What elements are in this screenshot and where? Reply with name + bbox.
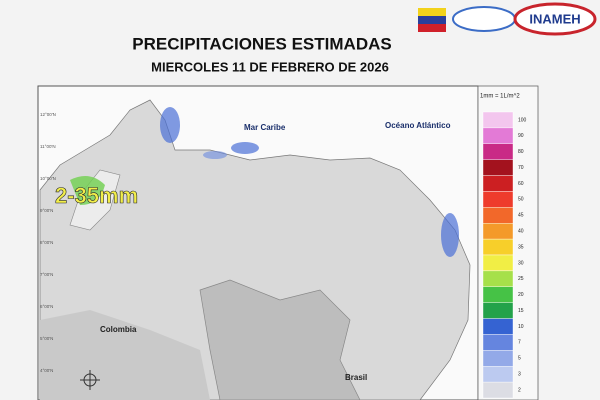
legend-swatch <box>482 175 514 192</box>
legend-label: 2 <box>518 387 521 393</box>
legend-swatch <box>482 286 514 303</box>
legend-swatch <box>482 302 514 319</box>
legend-label: 50 <box>518 197 524 203</box>
latitude-label: 10°00'N <box>40 176 56 181</box>
legend-label: 90 <box>518 133 524 139</box>
logo-text: INAMEH <box>529 11 580 26</box>
legend-label: 10 <box>518 324 524 330</box>
legend-label: 60 <box>518 181 524 187</box>
latitude-label: 7°00'N <box>40 272 53 277</box>
logos: INAMEH <box>418 2 597 36</box>
sea-label: Mar Caribe <box>244 123 286 132</box>
country-label: Brasil <box>345 373 367 382</box>
ocean-label: Océano Atlántico <box>385 121 451 130</box>
latitude-label: 8°00'N <box>40 240 53 245</box>
country-label: Colombia <box>100 325 137 334</box>
legend-label: 5 <box>518 356 521 362</box>
legend-swatch <box>482 127 514 144</box>
legend-swatch <box>482 159 514 176</box>
title: PRECIPITACIONES ESTIMADAS <box>132 34 391 53</box>
latitude-label: 11°00'N <box>40 144 56 149</box>
annotation: 2-35mm <box>55 183 138 208</box>
legend-swatch <box>482 143 514 160</box>
legend-label: 80 <box>518 149 524 155</box>
legend-label: 35 <box>518 244 524 250</box>
legend-label: 45 <box>518 213 524 219</box>
legend-swatch <box>482 318 514 335</box>
legend-label: 7 <box>518 340 521 346</box>
legend-label: 3 <box>518 371 521 377</box>
legend-label: 70 <box>518 165 524 171</box>
legend-swatch <box>482 334 514 351</box>
legend-swatch <box>482 191 514 208</box>
legend-label: 100 <box>518 117 527 123</box>
legend-swatch <box>482 207 514 224</box>
legend-label: 40 <box>518 228 524 234</box>
legend-title: 1mm = 1L/m^2 <box>480 94 520 100</box>
map: 12°00'N 11°00'N 10°00'N 9°00'N 8°00'N 7°00'N 6… <box>37 85 479 400</box>
legend-swatch <box>482 366 514 383</box>
latitude-label: 9°00'N <box>40 208 53 213</box>
legend-label: 30 <box>518 260 524 266</box>
legend-swatch <box>482 350 514 367</box>
legend-swatch <box>482 270 514 287</box>
latitude-label: 6°00'N <box>40 304 53 309</box>
legend-swatch <box>482 381 514 399</box>
latitude-label: 5°00'N <box>40 336 53 341</box>
latitude-label: 4°00'N <box>40 368 53 373</box>
legend-label: 25 <box>518 276 524 282</box>
latitude-label: 12°00'N <box>40 112 56 117</box>
compass <box>80 370 100 390</box>
legend-swatch <box>482 238 514 256</box>
legend-swatch <box>482 223 514 240</box>
legend-swatch <box>482 254 514 272</box>
subtitle: MIERCOLES 11 DE FEBRERO DE 2026 <box>151 59 389 74</box>
legend-label: 20 <box>518 292 524 298</box>
legend-swatch <box>482 111 514 129</box>
legend-label: 15 <box>518 308 524 314</box>
